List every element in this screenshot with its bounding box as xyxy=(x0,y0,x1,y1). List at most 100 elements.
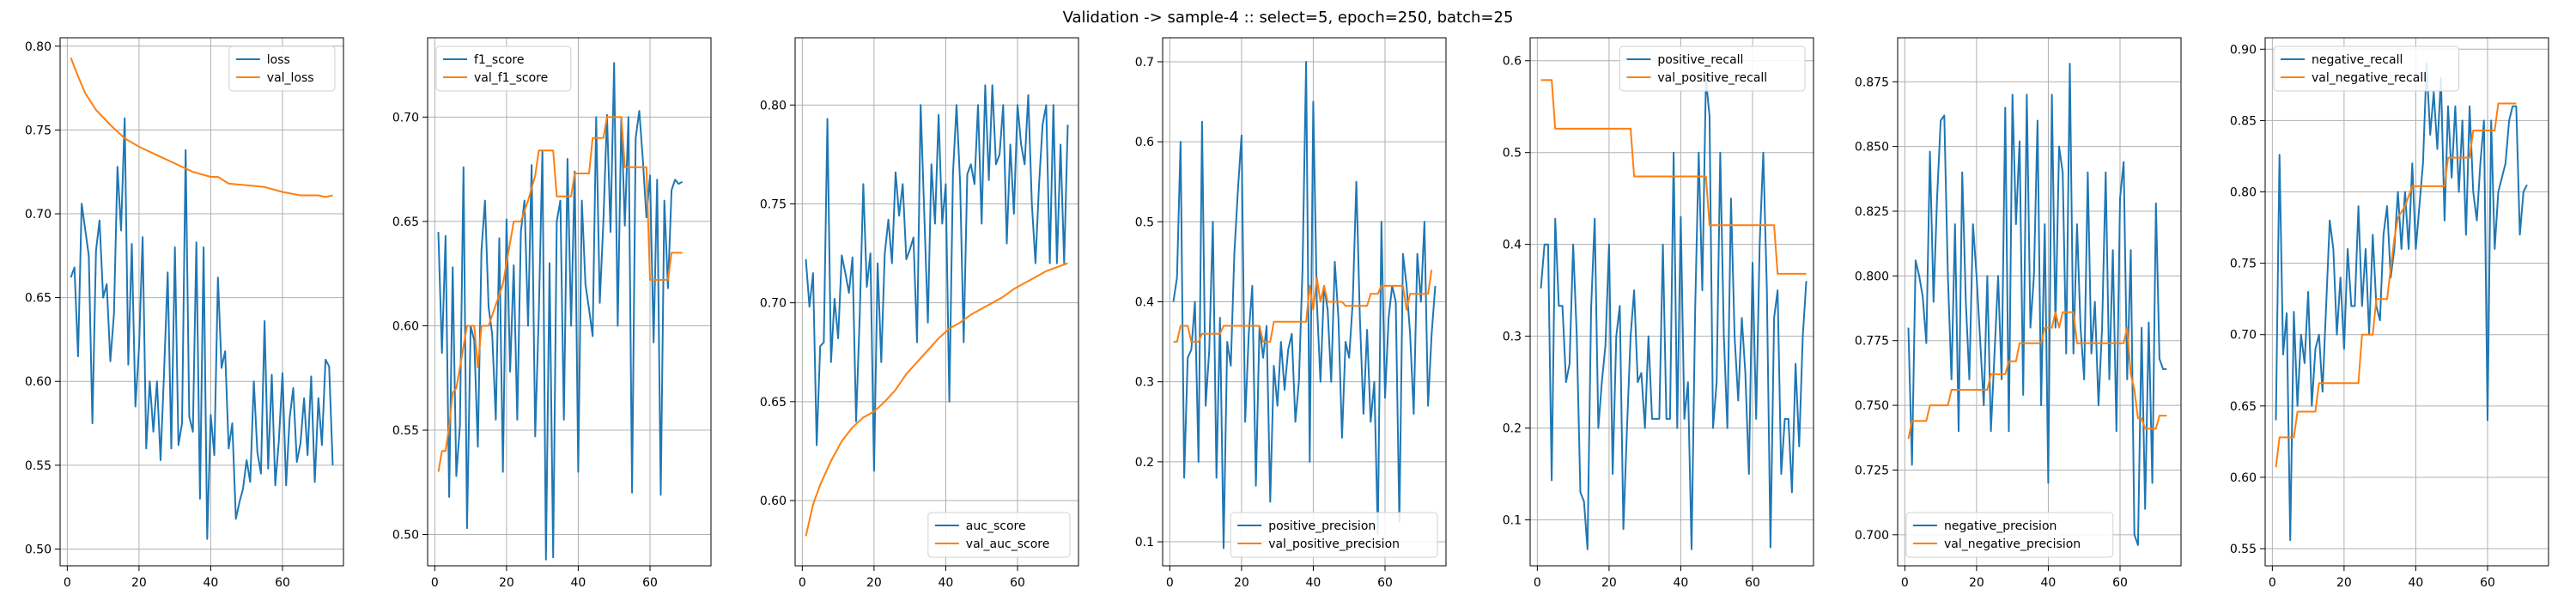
axes-frame xyxy=(2264,37,2549,567)
legend: f1_score val_f1_score xyxy=(435,46,572,92)
x-tick-label: 60 xyxy=(642,576,658,590)
legend-label: val_positive_precision xyxy=(1268,537,1400,551)
y-tick-label: 0.75 xyxy=(25,124,52,137)
series-group xyxy=(1172,61,1437,549)
y-tick-label: 0.1 xyxy=(1135,536,1154,549)
x-tick-label: 20 xyxy=(131,576,147,590)
x-tick-label: 60 xyxy=(1010,576,1025,590)
y-tick-label: 0.5 xyxy=(1503,147,1522,161)
x-tick-label: 40 xyxy=(2409,576,2424,590)
legend-label: positive_recall xyxy=(1657,53,1743,67)
x-tick-label: 40 xyxy=(571,576,586,590)
x-tick-label: 40 xyxy=(1674,576,1689,590)
y-tick-label: 0.85 xyxy=(2230,114,2257,128)
y-tick-label: 0.90 xyxy=(2230,43,2257,57)
x-tick-label: 20 xyxy=(1601,576,1617,590)
legend: auc_score val_auc_score xyxy=(927,512,1071,558)
x-tick-label: 40 xyxy=(204,576,219,590)
legend-label: f1_score xyxy=(474,53,524,67)
legend-box xyxy=(435,46,572,92)
figure-title: Validation -> sample-4 :: select=5, epoc… xyxy=(1062,9,1514,27)
axes-frame xyxy=(1529,37,1814,567)
series-line-negative-recall xyxy=(2275,62,2528,542)
y-tick-label: 0.60 xyxy=(25,375,52,389)
y-tick-label: 0.80 xyxy=(2230,186,2257,200)
series-line-positive-recall xyxy=(1540,78,1807,550)
axes-frame xyxy=(59,37,344,567)
y-tick-label: 0.850 xyxy=(1855,141,1889,155)
y-tick-label: 0.80 xyxy=(760,99,787,112)
y-tick-label: 0.65 xyxy=(392,216,419,229)
chart-3: 0 20 40 60 0.60 0.65 0.70 0.75 0.80 auc_score val_… xyxy=(760,37,1079,590)
y-tick-label: 0.55 xyxy=(392,424,419,438)
y-tick-label: 0.50 xyxy=(392,529,419,543)
y-tick-label: 0.7 xyxy=(1135,56,1154,70)
series-line-loss xyxy=(70,117,334,540)
legend: loss val_loss xyxy=(228,46,336,92)
y-tick-label: 0.6 xyxy=(1503,55,1522,69)
x-tick-label: 60 xyxy=(1377,576,1393,590)
y-tick-label: 0.50 xyxy=(25,543,52,556)
y-tick-label: 0.60 xyxy=(760,495,787,508)
y-tick-label: 0.4 xyxy=(1503,239,1522,252)
legend-label: val_auc_score xyxy=(966,537,1050,551)
plot-area xyxy=(2265,38,2549,566)
y-tick-label: 0.725 xyxy=(1855,464,1889,477)
y-tick-label: 0.800 xyxy=(1855,270,1889,283)
x-tick-label: 60 xyxy=(2112,576,2128,590)
series-line-positive-precision xyxy=(1172,61,1437,549)
y-tick-label: 0.65 xyxy=(25,292,52,306)
series-line-val-positive-recall xyxy=(1540,79,1807,275)
x-tick-label: 40 xyxy=(939,576,954,590)
y-tick-label: 0.700 xyxy=(1855,529,1889,543)
legend-label: val_loss xyxy=(267,71,314,85)
y-tick-label: 0.75 xyxy=(760,197,787,211)
legend: negative_precision val_negative_precision xyxy=(1905,512,2114,558)
series-group xyxy=(437,62,683,561)
y-tick-label: 0.2 xyxy=(1503,422,1522,436)
legend-box xyxy=(2273,46,2460,92)
x-tick-label: 20 xyxy=(1969,576,1984,590)
chart-2: 0 20 40 60 0.50 0.55 0.60 0.65 0.70 f1_score val_f… xyxy=(392,37,712,590)
series-line-negative-precision xyxy=(1907,63,2167,546)
x-tick-label: 60 xyxy=(2480,576,2495,590)
y-tick-label: 0.6 xyxy=(1135,136,1154,149)
legend-box xyxy=(927,512,1071,558)
legend: positive_precision val_positive_precision xyxy=(1230,512,1438,558)
legend-label: positive_precision xyxy=(1268,519,1376,533)
axes-frame xyxy=(1162,37,1447,567)
y-tick-label: 0.750 xyxy=(1855,399,1889,413)
series-line-val-negative-recall xyxy=(2275,102,2517,468)
series-group xyxy=(70,58,334,540)
series-line-val-negative-precision xyxy=(1907,311,2167,440)
series-group xyxy=(1907,63,2167,546)
y-tick-label: 0.55 xyxy=(2230,543,2257,556)
x-tick-label: 20 xyxy=(2336,576,2352,590)
legend-label: val_negative_recall xyxy=(2312,71,2427,85)
y-tick-label: 0.65 xyxy=(2230,400,2257,414)
x-tick-label: 0 xyxy=(64,576,71,590)
y-tick-label: 0.80 xyxy=(25,40,52,54)
x-tick-label: 0 xyxy=(799,576,806,590)
legend: positive_recall val_positive_recall xyxy=(1619,46,1806,92)
y-tick-label: 0.70 xyxy=(392,111,419,124)
series-line-val-auc-score xyxy=(805,262,1068,537)
legend-box xyxy=(1230,512,1438,558)
legend-label: val_f1_score xyxy=(474,71,548,85)
x-tick-label: 20 xyxy=(866,576,882,590)
legend-box xyxy=(1619,46,1806,92)
x-tick-label: 40 xyxy=(2041,576,2057,590)
x-tick-label: 20 xyxy=(499,576,514,590)
series-line-val-f1-score xyxy=(437,116,683,472)
x-tick-label: 0 xyxy=(1534,576,1541,590)
y-tick-label: 0.4 xyxy=(1135,296,1154,310)
series-line-val-loss xyxy=(70,58,333,198)
x-tick-label: 60 xyxy=(1745,576,1760,590)
legend-label: val_negative_precision xyxy=(1944,537,2081,551)
plot-area xyxy=(795,38,1078,566)
y-tick-label: 0.65 xyxy=(760,396,787,410)
series-group xyxy=(805,84,1069,537)
legend-label: loss xyxy=(267,53,290,67)
y-tick-label: 0.5 xyxy=(1135,216,1154,229)
